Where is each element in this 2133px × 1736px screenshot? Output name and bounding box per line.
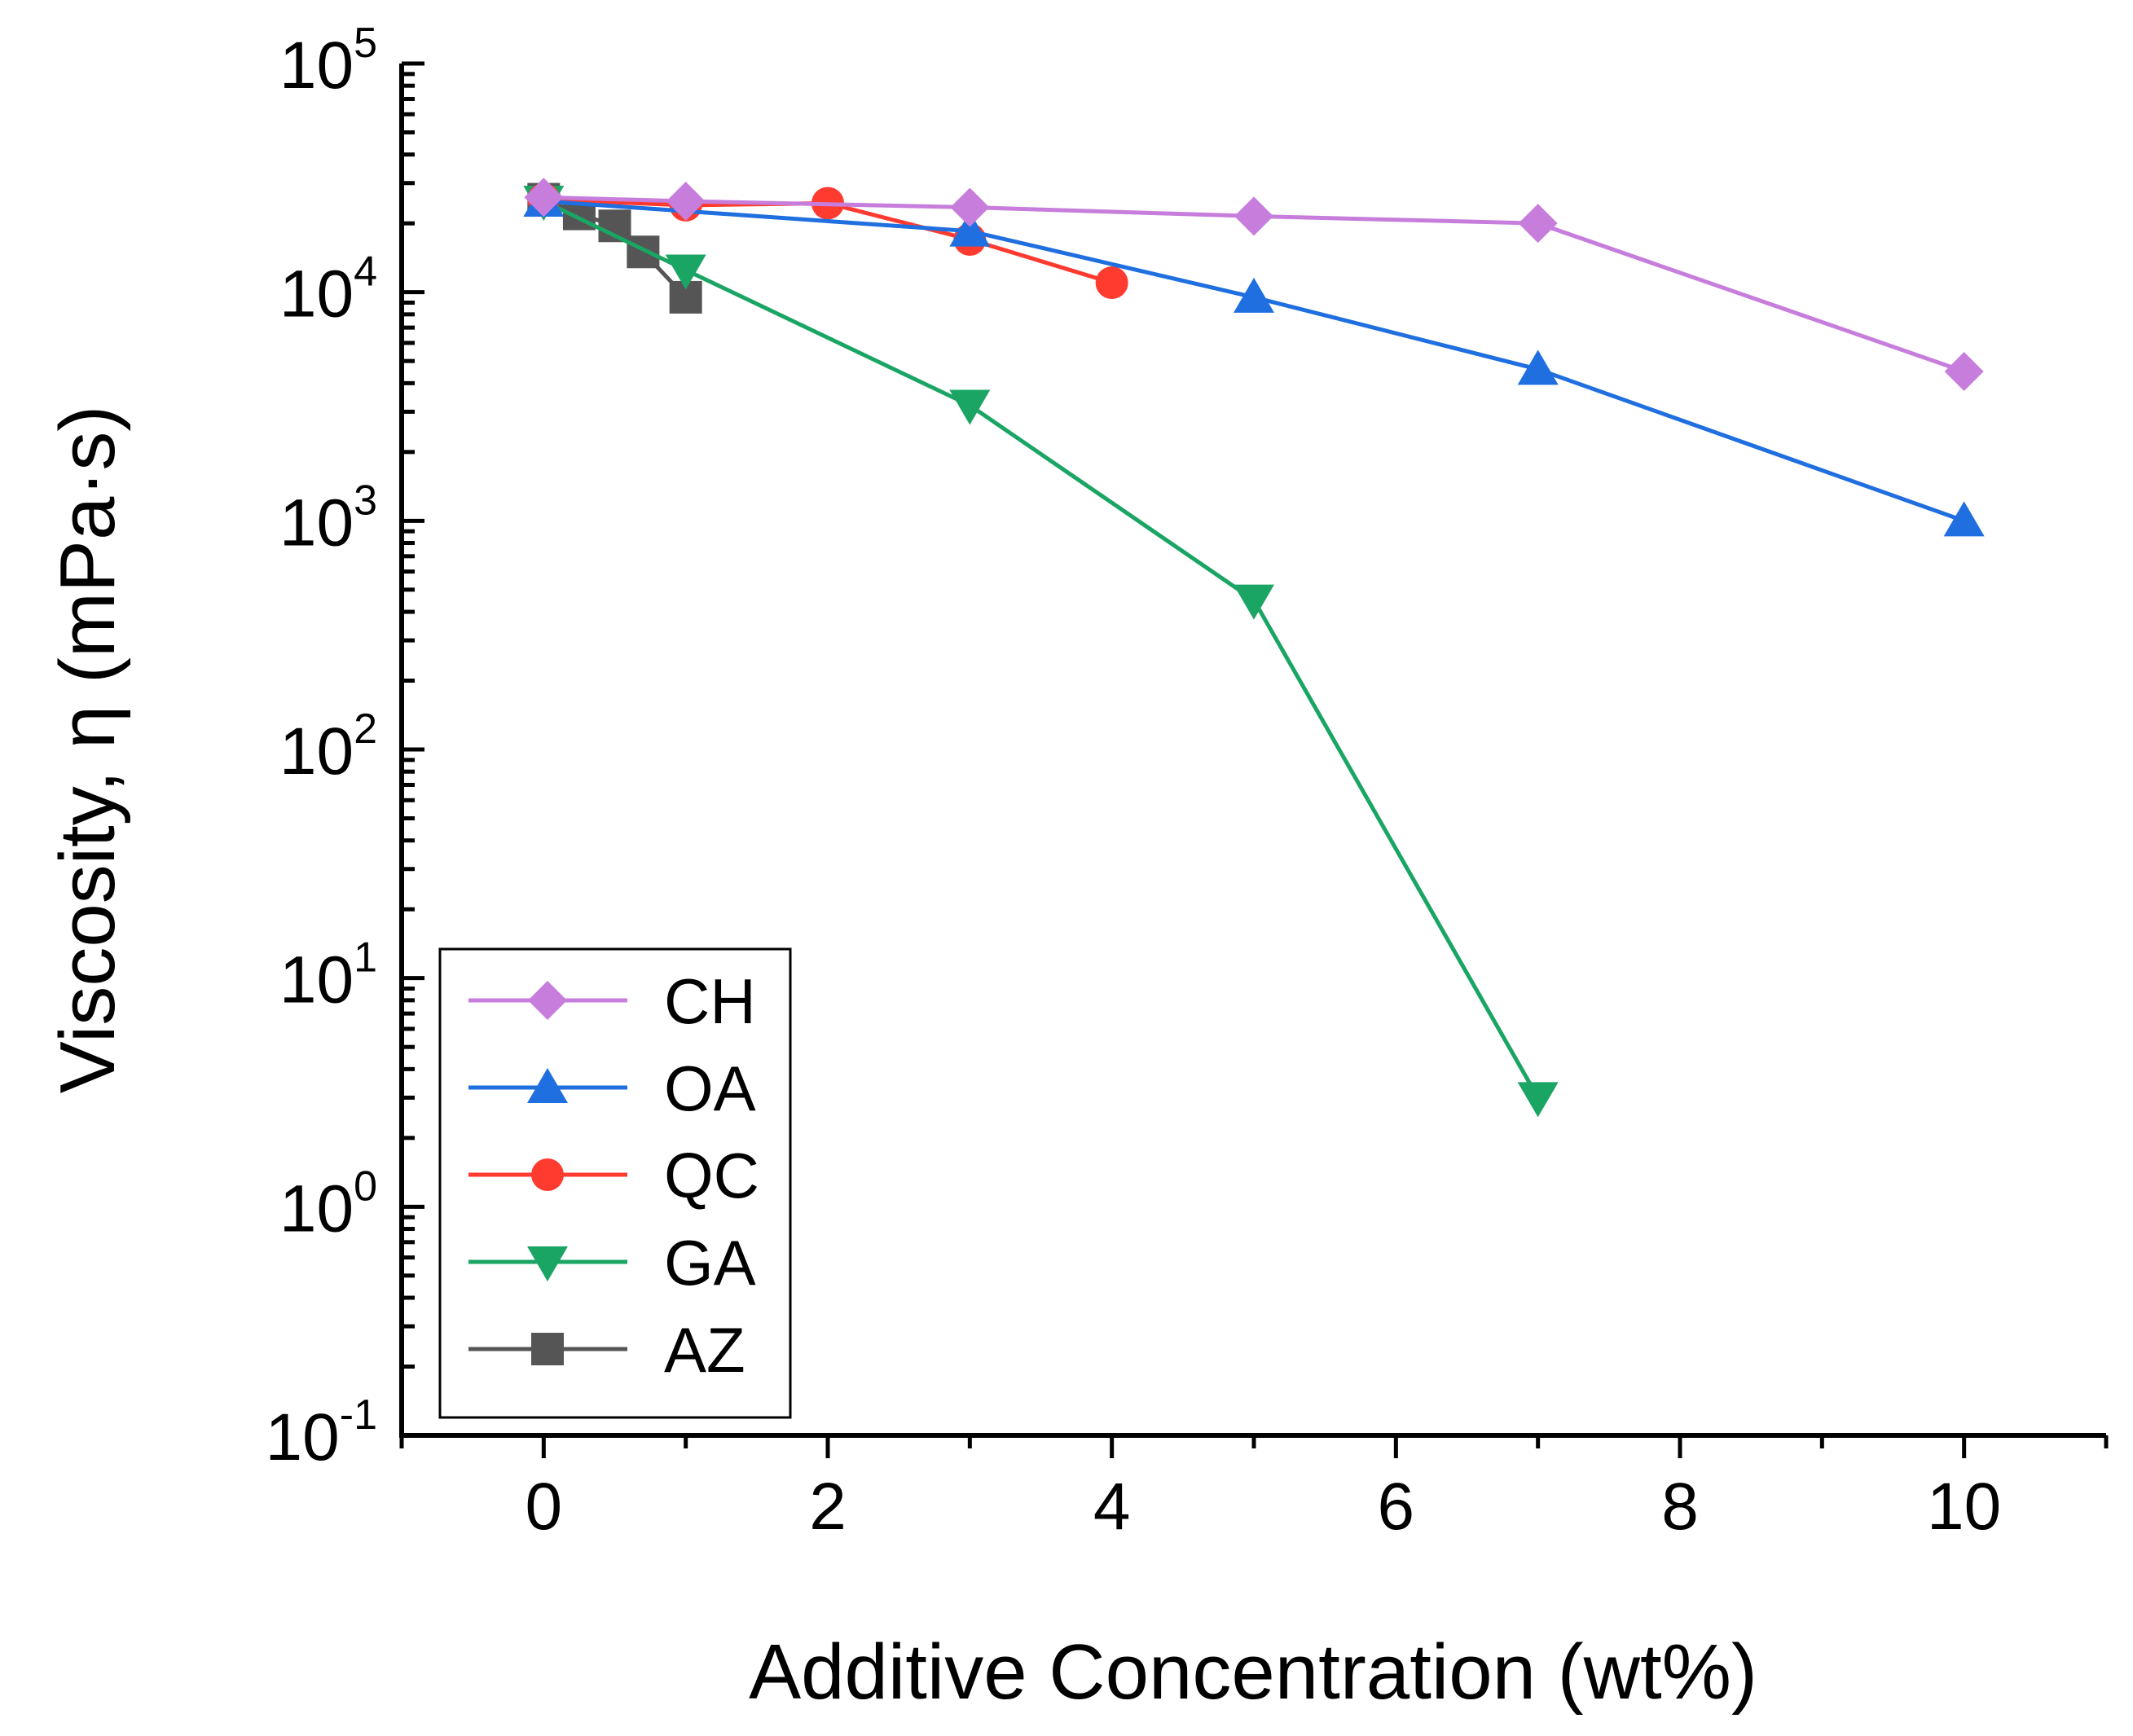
x-tick-label: 0 <box>526 1470 563 1544</box>
data-point-ga <box>1517 1082 1559 1118</box>
legend-item-az: AZ <box>468 1314 745 1386</box>
data-point-oa <box>1943 501 1985 537</box>
data-point-ch <box>1234 196 1273 236</box>
legend-label: CH <box>664 965 756 1037</box>
legend: CH OA QC GA AZ <box>438 947 792 1419</box>
x-tick-label: 2 <box>809 1470 847 1544</box>
legend-item-qc: QC <box>468 1140 759 1211</box>
y-tick-label: 105 <box>279 20 377 103</box>
y-tick-label: 101 <box>279 934 377 1017</box>
data-point-oa <box>1234 277 1274 313</box>
legend-marker <box>527 1246 568 1281</box>
data-point-ch <box>1944 351 1984 391</box>
data-point-ga <box>1234 584 1274 620</box>
data-point-qc <box>1095 266 1128 300</box>
data-point-oa <box>1517 349 1559 385</box>
legend-item-ga: GA <box>468 1227 756 1299</box>
data-point-ch <box>1518 204 1558 244</box>
series-line-ch <box>543 195 1965 374</box>
series-line-oa <box>543 199 1965 523</box>
legend-item-oa: OA <box>468 1053 756 1124</box>
legend-marker <box>531 1333 564 1365</box>
data-point-oa <box>949 211 991 247</box>
series-ga <box>523 185 1559 1118</box>
data-point-ga <box>665 254 706 290</box>
x-tick-label: 8 <box>1661 1470 1699 1544</box>
legend-marker <box>528 981 567 1020</box>
y-tick-label: 104 <box>279 248 377 332</box>
y-tick-label: 10-1 <box>266 1391 377 1475</box>
data-point-ch <box>950 187 990 227</box>
y-tick-label: 103 <box>279 477 377 560</box>
x-tick-label: 4 <box>1093 1470 1131 1544</box>
legend-label: AZ <box>664 1314 745 1386</box>
x-tick-label: 6 <box>1378 1470 1415 1544</box>
legend-box <box>438 947 792 1419</box>
series-ch <box>524 178 1984 391</box>
x-tick-label: 10 <box>1927 1470 2001 1544</box>
data-point-az <box>627 235 660 269</box>
data-point-ga <box>949 389 991 425</box>
y-axis-title: Viscosity, η (mPa·s) <box>44 406 131 1094</box>
legend-marker <box>531 1158 564 1191</box>
data-point-ch <box>666 181 706 221</box>
y-tick-label: 100 <box>279 1162 377 1246</box>
data-point-ch <box>524 178 564 218</box>
legend-label: OA <box>664 1053 756 1124</box>
y-tick-label: 102 <box>279 705 377 789</box>
legend-item-ch: CH <box>468 965 756 1037</box>
series-layer <box>523 178 1985 1118</box>
legend-label: QC <box>664 1140 759 1211</box>
legend-label: GA <box>664 1227 756 1299</box>
legend-marker <box>527 1068 568 1103</box>
x-axis-title: Additive Concentration (wt%) <box>749 1628 1757 1716</box>
axes-layer <box>399 64 2106 1438</box>
tick-label-layer: 0 2 4 6 8 10 10-1 100 101 102 103 104 105 <box>266 20 2002 1544</box>
